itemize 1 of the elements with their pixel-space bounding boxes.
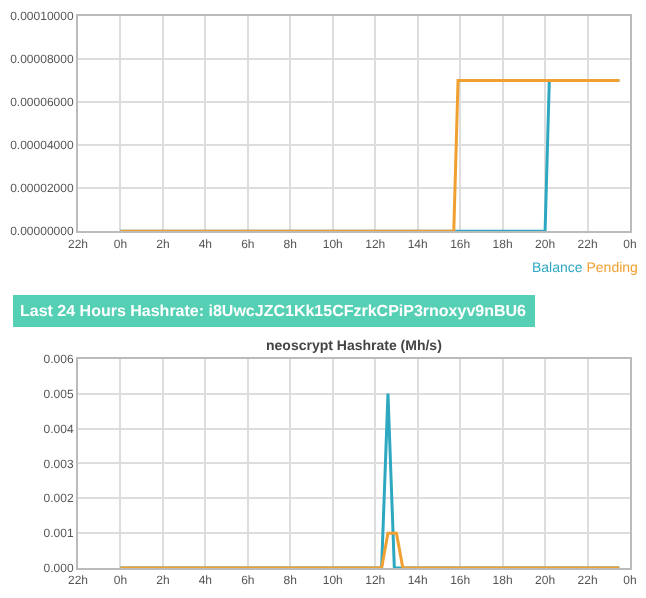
chart-title: Last 24 Hours Hashrate: i8UwcJZC1Kk15CFzrkCPiP3rnoxyv9nBU6	[20, 302, 528, 320]
